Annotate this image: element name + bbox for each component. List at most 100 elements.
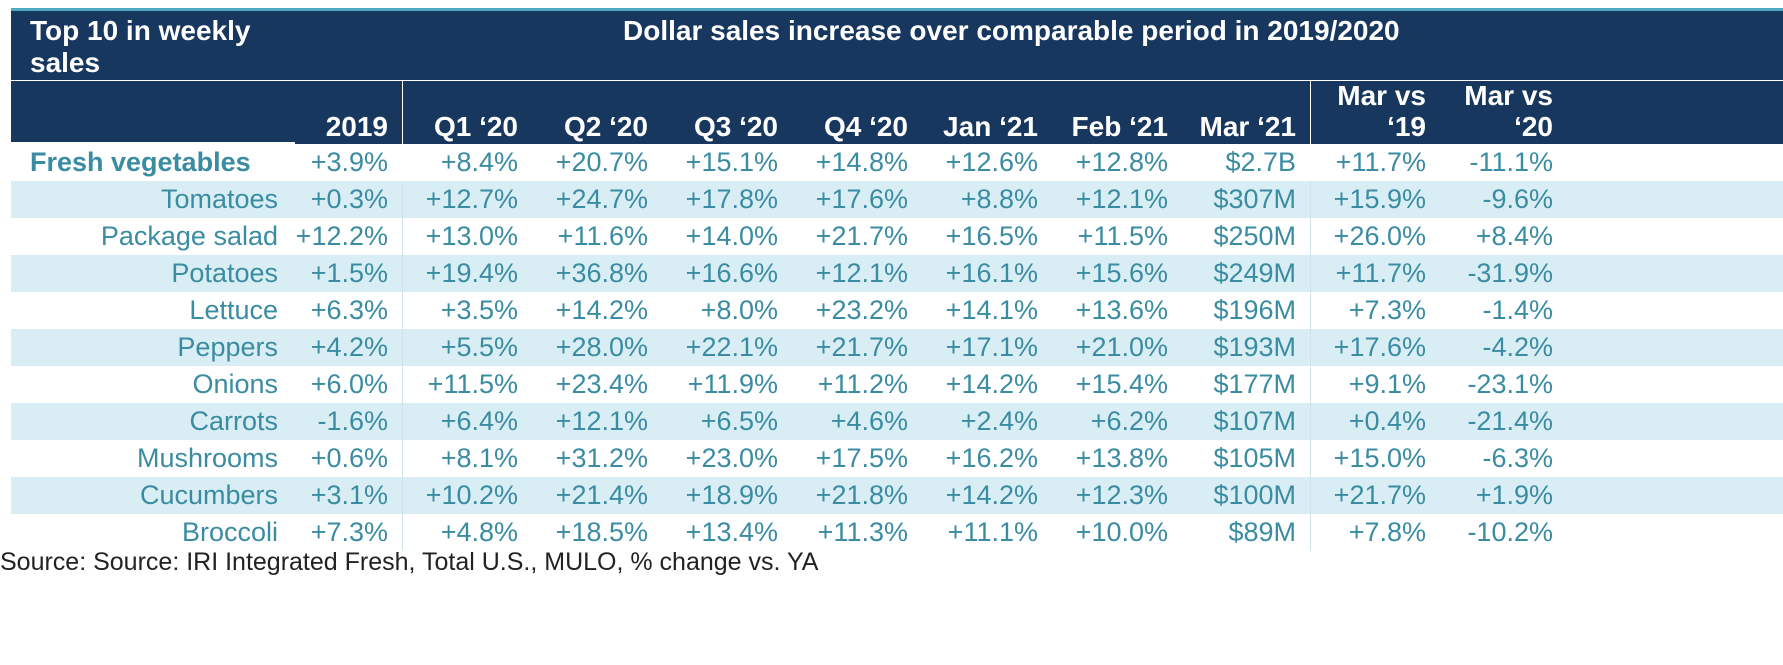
column-header-line: ‘20 bbox=[1514, 111, 1553, 142]
table-cell: +8.4% bbox=[1475, 221, 1553, 251]
table-cell: +12.7% bbox=[402, 181, 532, 218]
row-label: Potatoes bbox=[171, 258, 278, 288]
row-label: Fresh vegetables bbox=[30, 147, 251, 177]
table-row: Package salad +12.2% +13.0% +11.6% +14.0% +21… bbox=[11, 218, 1783, 255]
table-cell: +17.1% bbox=[945, 332, 1038, 362]
table-cell: +0.3% bbox=[310, 184, 388, 214]
title-row: Top 10 in weekly sales Dollar sales incr… bbox=[11, 11, 1783, 81]
table-cell: +12.2% bbox=[295, 221, 388, 251]
column-header-6: Feb ‘21 bbox=[1052, 81, 1182, 144]
table-row: Fresh vegetables +3.9% +8.4% +20.7% +15.1% +1… bbox=[11, 144, 1783, 181]
column-header-line: ‘19 bbox=[1387, 111, 1426, 142]
table-cell: -23.1% bbox=[1467, 369, 1553, 399]
table-cell: +4.8% bbox=[402, 514, 532, 551]
table-cell: +11.5% bbox=[1077, 221, 1168, 251]
table-cell: +4.6% bbox=[830, 406, 908, 436]
table-cell: +3.9% bbox=[310, 147, 388, 177]
table-cell: +12.1% bbox=[1075, 184, 1168, 214]
table-cell: +15.9% bbox=[1310, 181, 1440, 218]
table-cell: +3.5% bbox=[402, 292, 532, 329]
table-cell: +12.8% bbox=[1075, 147, 1168, 177]
table-cell: +18.9% bbox=[685, 480, 778, 510]
table-cell: +3.1% bbox=[310, 480, 388, 510]
table-cell: +13.8% bbox=[1075, 443, 1168, 473]
column-header-2: Q2 ‘20 bbox=[532, 81, 662, 144]
column-header-3: Q3 ‘20 bbox=[662, 81, 792, 144]
table-cell: +2.4% bbox=[960, 406, 1038, 436]
table-cell: +6.2% bbox=[1090, 406, 1168, 436]
table-cell: +10.2% bbox=[402, 477, 532, 514]
table-title-left: Top 10 in weekly sales bbox=[30, 15, 251, 78]
table-cell: +15.4% bbox=[1075, 369, 1168, 399]
table-cell: +12.3% bbox=[1075, 480, 1168, 510]
table-cell: -31.9% bbox=[1467, 258, 1553, 288]
table-row: Onions +6.0% +11.5% +23.4% +11.9% +11.2% +14.2… bbox=[11, 366, 1783, 403]
table-cell: +21.0% bbox=[1075, 332, 1168, 362]
table-cell: +8.4% bbox=[440, 147, 518, 177]
table-cell: -1.4% bbox=[1482, 295, 1553, 325]
table-row: Lettuce +6.3% +3.5% +14.2% +8.0% +23.2% +14.1%… bbox=[11, 292, 1783, 329]
column-header-7: Mar ‘21 bbox=[1182, 81, 1310, 144]
table-cell: +14.2% bbox=[555, 295, 648, 325]
table-cell: +14.0% bbox=[685, 221, 778, 251]
table-cell: +6.5% bbox=[700, 406, 778, 436]
table-cell: +18.5% bbox=[555, 517, 648, 547]
table-cell: +36.8% bbox=[555, 258, 648, 288]
row-label: Package salad bbox=[100, 221, 278, 251]
table-cell: -4.2% bbox=[1482, 332, 1553, 362]
table-cell: +0.4% bbox=[1310, 403, 1440, 440]
table-cell: +21.7% bbox=[815, 221, 908, 251]
column-header-row: 2019 Q1 ‘20 Q2 ‘20 Q3 ‘20 Q4 ‘20 Jan ‘21 Feb ‘… bbox=[11, 80, 1783, 144]
column-header-4: Q4 ‘20 bbox=[792, 81, 922, 144]
table-cell: $105M bbox=[1213, 443, 1296, 473]
table-cell: +23.2% bbox=[815, 295, 908, 325]
table-cell: +16.1% bbox=[945, 258, 1038, 288]
table-cell: $196M bbox=[1213, 295, 1296, 325]
table-cell: +5.5% bbox=[402, 329, 532, 366]
table-row: Tomatoes +0.3% +12.7% +24.7% +17.8% +17.6% +8.… bbox=[11, 181, 1783, 218]
table-cell: +22.1% bbox=[685, 332, 778, 362]
table-cell: +16.2% bbox=[945, 443, 1038, 473]
table-cell: +11.3% bbox=[817, 517, 908, 547]
table-cell: $2.7B bbox=[1225, 147, 1296, 177]
table-cell: +21.7% bbox=[815, 332, 908, 362]
table-cell: +4.2% bbox=[310, 332, 388, 362]
table-cell: +23.0% bbox=[685, 443, 778, 473]
table-cell: -11.1% bbox=[1469, 147, 1553, 177]
table-cell: +14.2% bbox=[945, 480, 1038, 510]
table-row: Mushrooms +0.6% +8.1% +31.2% +23.0% +17.5% +16… bbox=[11, 440, 1783, 477]
row-label: Tomatoes bbox=[160, 184, 278, 214]
table-cell: +8.8% bbox=[960, 184, 1038, 214]
table-cell: +21.4% bbox=[555, 480, 648, 510]
table-title-right: Dollar sales increase over comparable pe… bbox=[623, 15, 1400, 46]
table-cell: +7.3% bbox=[1310, 292, 1440, 329]
table-cell: +26.0% bbox=[1310, 218, 1440, 255]
source-note: Source: Source: IRI Integrated Fresh, To… bbox=[0, 548, 819, 576]
table-cell: +24.7% bbox=[555, 184, 648, 214]
sales-table: Top 10 in weekly sales Dollar sales incr… bbox=[11, 8, 1783, 551]
column-header-line: Q1 ‘20 bbox=[433, 111, 518, 142]
table-cell: +17.8% bbox=[685, 184, 778, 214]
table-row: Carrots -1.6% +6.4% +12.1% +6.5% +4.6% +2.4% +6… bbox=[11, 403, 1783, 440]
table-cell: +13.6% bbox=[1075, 295, 1168, 325]
table-row: Broccoli +7.3% +4.8% +18.5% +13.4% +11.3% +11.… bbox=[11, 514, 1783, 551]
table-cell: $89M bbox=[1228, 517, 1296, 547]
column-header-line: Mar ‘21 bbox=[1199, 111, 1297, 142]
table-cell: +11.6% bbox=[557, 221, 648, 251]
table-row: Peppers +4.2% +5.5% +28.0% +22.1% +21.7% +17.1… bbox=[11, 329, 1783, 366]
table-cell: +11.5% bbox=[402, 366, 532, 403]
column-header-line: Jan ‘21 bbox=[943, 111, 1038, 142]
table-cell: +17.6% bbox=[1310, 329, 1440, 366]
row-label: Cucumbers bbox=[139, 480, 278, 510]
table-cell: +11.7% bbox=[1335, 147, 1426, 177]
table-cell: +20.7% bbox=[555, 147, 648, 177]
column-header-line: Mar vs bbox=[1337, 80, 1426, 111]
table-row: Cucumbers +3.1% +10.2% +21.4% +18.9% +21.8% +1… bbox=[11, 477, 1783, 514]
table-cell: +21.7% bbox=[1310, 477, 1440, 514]
table-body: Fresh vegetables +3.9% +8.4% +20.7% +15.1% +1… bbox=[11, 144, 1783, 551]
table-cell: -10.2% bbox=[1467, 517, 1553, 547]
table-cell: +17.6% bbox=[815, 184, 908, 214]
column-header-0: 2019 bbox=[295, 81, 402, 144]
row-label: Carrots bbox=[189, 406, 278, 436]
table-cell: +12.1% bbox=[555, 406, 648, 436]
